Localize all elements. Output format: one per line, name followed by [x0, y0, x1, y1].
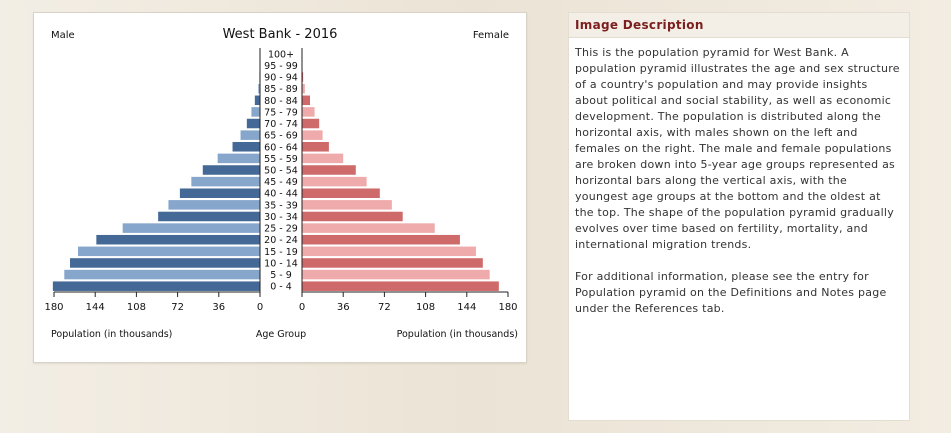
age-group-label: 40 - 44 [264, 189, 298, 200]
image-description-panel: Image Description This is the population… [568, 12, 910, 421]
female-bar [302, 118, 320, 129]
female-bar [302, 153, 344, 164]
age-group-label: 15 - 19 [264, 247, 298, 258]
female-bar [302, 246, 476, 257]
male-bar [246, 118, 260, 129]
female-bar [302, 95, 311, 106]
description-body: This is the population pyramid for West … [569, 38, 909, 317]
age-group-label: 0 - 4 [270, 282, 292, 293]
male-tick-label: 108 [127, 302, 146, 313]
age-group-label: 20 - 24 [264, 235, 298, 246]
age-group-label: 65 - 69 [264, 131, 298, 142]
female-bar [302, 211, 403, 222]
age-group-label: 70 - 74 [264, 119, 298, 130]
description-paragraph: This is the population pyramid for West … [575, 46, 900, 251]
female-bar [302, 83, 305, 94]
male-bar [52, 281, 260, 291]
age-group-label: 25 - 29 [264, 224, 298, 235]
chart-card: Male West Bank - 2016 Female 100+ 95 - 99 90 … [33, 12, 527, 363]
female-bar [302, 165, 356, 175]
male-bar [96, 234, 260, 245]
male-bar [158, 211, 260, 222]
female-tick-label: 0 [299, 302, 305, 313]
male-bar [179, 188, 260, 199]
age-group-label: 95 - 99 [264, 61, 298, 72]
female-bar [302, 107, 315, 117]
description-header: Image Description [569, 13, 909, 38]
age-group-label: 10 - 14 [264, 258, 298, 269]
male-bar [191, 176, 260, 187]
chart-title: West Bank - 2016 [223, 27, 338, 42]
description-paragraph: For additional information, please see t… [575, 270, 887, 315]
female-tick-label: 144 [457, 302, 476, 313]
female-bar [302, 200, 392, 210]
description-title: Image Description [575, 18, 704, 32]
age-group-label: 75 - 79 [264, 107, 298, 118]
female-bar [302, 176, 367, 187]
female-bar [302, 72, 304, 82]
female-bar [302, 223, 435, 233]
female-bar [302, 188, 380, 199]
male-axis-title: Population (in thousands) [51, 329, 172, 340]
male-bar [70, 258, 260, 268]
male-tick-label: 72 [171, 302, 184, 313]
female-bar [302, 269, 490, 280]
female-tick-label: 72 [378, 302, 391, 313]
age-group-label: 5 - 9 [270, 270, 292, 281]
female-bar [302, 130, 323, 140]
male-bar [217, 153, 260, 164]
male-bar [202, 165, 260, 175]
male-bar [122, 223, 261, 233]
age-group-axis-title: Age Group [256, 329, 306, 340]
male-bar [78, 246, 261, 257]
age-group-label: 45 - 49 [264, 177, 298, 188]
female-bar [302, 234, 460, 245]
male-tick-label: 180 [44, 302, 63, 313]
female-axis-title: Population (in thousands) [397, 329, 518, 340]
age-group-label: 30 - 34 [264, 212, 298, 223]
female-bar [302, 141, 329, 152]
female-bar [302, 281, 499, 291]
age-group-label: 80 - 84 [264, 96, 298, 107]
age-group-label: 35 - 39 [264, 200, 298, 211]
male-bar [240, 130, 260, 140]
male-bar [254, 95, 260, 106]
female-tick-label: 180 [498, 302, 517, 313]
male-bar [168, 200, 260, 210]
age-group-label: 85 - 89 [264, 84, 298, 95]
population-pyramid: Male West Bank - 2016 Female 100+95 - 9990 … [44, 27, 518, 340]
age-group-label: 60 - 64 [264, 142, 298, 153]
male-bar [64, 269, 260, 280]
age-group-label: 100+ [268, 49, 294, 60]
male-label: Male [51, 30, 75, 41]
male-bar [251, 107, 260, 117]
male-tick-label: 0 [257, 302, 263, 313]
female-bar [302, 258, 483, 268]
age-group-label: 50 - 54 [264, 166, 298, 177]
female-tick-label: 108 [416, 302, 435, 313]
male-tick-label: 144 [86, 302, 105, 313]
female-label: Female [473, 30, 509, 41]
age-group-label: 90 - 94 [264, 73, 298, 84]
female-tick-label: 36 [337, 302, 350, 313]
age-group-label: 55 - 59 [264, 154, 298, 165]
male-bar [232, 141, 260, 152]
male-tick-label: 36 [212, 302, 225, 313]
male-bar [258, 83, 260, 94]
